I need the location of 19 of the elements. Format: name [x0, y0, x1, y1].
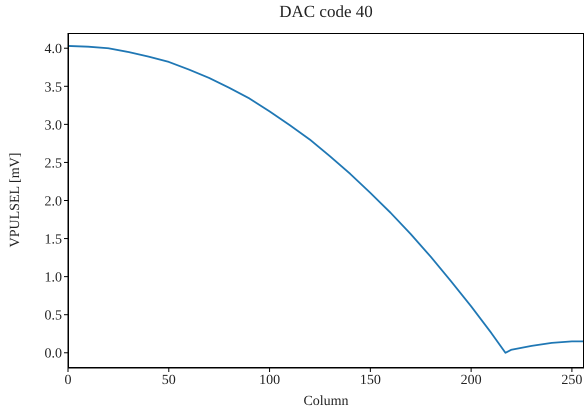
y-tick-label: 2.0	[44, 194, 62, 210]
y-tick-label: 0.0	[44, 346, 62, 362]
chart-title: DAC code 40	[278, 2, 374, 22]
y-tick-label: 3.5	[44, 80, 62, 96]
x-tick-label: 0	[64, 372, 72, 388]
x-tick-label: 50	[162, 372, 176, 388]
y-tick-label: 2.5	[44, 156, 62, 172]
x-tick-label: 100	[259, 372, 280, 388]
x-tick-label: 200	[460, 372, 482, 388]
y-axis-title: VPULSEL [mV]	[8, 152, 24, 248]
y-tick-label: 1.5	[44, 232, 62, 248]
x-tick-label: 250	[561, 372, 582, 388]
y-tick-label: 3.0	[44, 118, 62, 134]
y-tick-label: 0.5	[44, 308, 62, 324]
x-axis-title: Column	[302, 394, 350, 410]
y-tick-label: 4.0	[44, 42, 62, 58]
x-tick-label: 150	[360, 372, 381, 388]
line-series	[68, 45, 584, 354]
y-tick-label: 1.0	[44, 270, 62, 286]
